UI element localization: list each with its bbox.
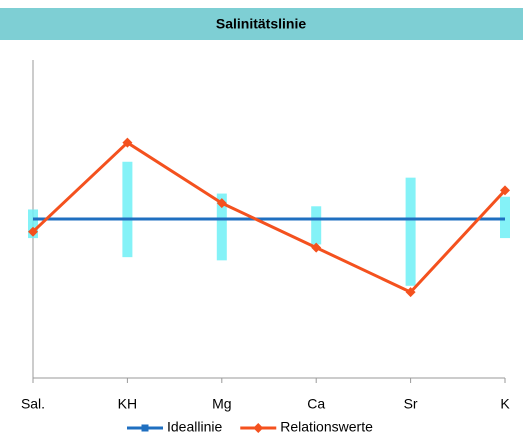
marker: [28, 226, 38, 237]
header-band: [0, 8, 523, 40]
marker: [216, 198, 227, 209]
range-bar: [500, 196, 510, 239]
legend-marker: [253, 423, 264, 433]
chart-title: Salinitätslinie: [216, 16, 306, 32]
range-bar: [216, 193, 227, 261]
x-tick-label: Ca: [307, 396, 325, 412]
legend-label: Ideallinie: [167, 419, 222, 435]
marker: [311, 242, 322, 253]
marker: [500, 185, 510, 196]
legend-marker: [141, 424, 149, 432]
legend-label: Relationswerte: [280, 419, 373, 435]
marker: [122, 137, 133, 148]
x-tick-label: K: [500, 396, 510, 412]
range-bar: [122, 161, 133, 258]
x-tick-label: Mg: [212, 396, 231, 412]
range-bar: [405, 177, 416, 286]
range-bar: [28, 209, 38, 239]
x-tick-label: KH: [118, 396, 137, 412]
x-tick-label: Sr: [404, 396, 418, 412]
x-tick-label: Sal.: [21, 396, 45, 412]
range-bar: [311, 206, 322, 245]
series-line: [31, 141, 507, 294]
marker: [405, 287, 416, 298]
